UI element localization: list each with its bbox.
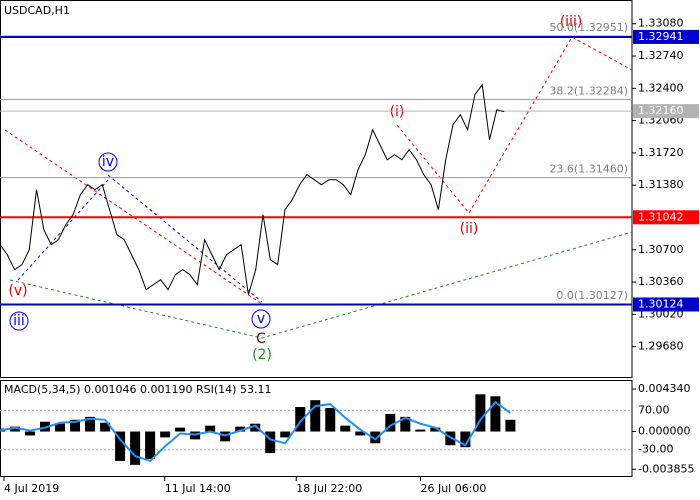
macd-bar: [205, 425, 216, 432]
wave-line: [4, 129, 263, 305]
x-tick-label: 11 Jul 14:00: [165, 482, 231, 495]
x-tick-label: 4 Jul 2019: [4, 482, 59, 495]
macd-bar: [250, 423, 261, 432]
wave-label: (v): [8, 283, 27, 299]
macd-bar: [10, 426, 21, 432]
fib-label: 50.0(1.32951): [549, 21, 628, 34]
level-box: [633, 210, 699, 225]
price-line: [0, 83, 505, 295]
level-label: 1.32160: [638, 104, 684, 117]
level-box: [633, 29, 699, 44]
y-tick-label: 0.004340: [638, 382, 691, 395]
wave-label: (iii): [560, 14, 583, 30]
macd-bar: [310, 400, 321, 432]
y-tick-label: 1.30700: [638, 243, 684, 256]
macd-bar: [145, 431, 156, 459]
signal-line: [0, 400, 511, 463]
macd-bar: [505, 419, 516, 432]
macd-bar: [475, 394, 486, 432]
macd-bar: [415, 429, 426, 432]
macd-bar: [280, 431, 291, 438]
y-tick-label: 1.29680: [638, 340, 684, 353]
macd-bar: [160, 431, 171, 438]
level-label: 1.30124: [638, 297, 684, 310]
macd-bar: [355, 431, 366, 436]
wave-line: [396, 36, 633, 214]
macd-bar: [130, 431, 141, 465]
macd-bar: [70, 419, 81, 432]
y2-tick-label: 70.00: [638, 403, 670, 416]
y-tick-label: -0.003855: [638, 462, 694, 475]
wave-label: iv: [102, 154, 114, 170]
fib-label: 38.2(1.32284): [549, 84, 628, 97]
macd-bar: [25, 431, 36, 436]
y-tick-label: 1.31720: [638, 146, 684, 159]
y-tick-label: 1.31380: [638, 178, 684, 191]
wave-circle: [9, 311, 29, 331]
x-tick-label: 26 Jul 06:00: [420, 482, 486, 495]
macd-bar: [430, 427, 441, 432]
price-panel: [0, 0, 633, 378]
wave-label: (ii): [460, 221, 479, 237]
symbol: USDCAD,H1: [4, 4, 70, 17]
indicator-title: MACD(5,34,5) 0.001046 0.001190 RSI(14) 5…: [4, 383, 271, 396]
macd-bar: [175, 427, 186, 432]
macd-bar: [295, 407, 306, 432]
y-tick-label: 1.32400: [638, 81, 684, 94]
wave-label: (i): [390, 104, 405, 120]
macd-bar: [100, 422, 111, 432]
level-box: [633, 104, 699, 119]
macd-bar: [385, 413, 396, 432]
y2-tick-label: -30.00: [638, 443, 673, 456]
fib-label: 0.0(1.30127): [556, 289, 628, 302]
x-tick-label: 18 Jul 22:00: [296, 482, 362, 495]
macd-bar: [370, 431, 381, 444]
level-box: [633, 297, 699, 312]
y-tick-label: 1.33080: [638, 17, 684, 30]
macd-bar: [460, 431, 471, 448]
macd-bar: [400, 416, 411, 432]
wave-circle: [98, 152, 118, 172]
indicator-panel: [0, 380, 633, 477]
level-label: 1.32941: [638, 30, 684, 43]
wave-label: C: [256, 331, 266, 347]
y-tick-label: 1.32740: [638, 49, 684, 62]
wave-label: (2): [252, 347, 272, 363]
wave-circle: [251, 309, 271, 329]
macd-bar: [115, 431, 126, 461]
wave-label: v: [257, 311, 265, 327]
fib-label: 23.6(1.31460): [549, 163, 628, 176]
wave-label: iii: [13, 313, 25, 329]
macd-bar: [85, 416, 96, 432]
macd-bar: [235, 426, 246, 432]
level-label: 1.31042: [638, 210, 684, 223]
y-tick-label: 1.30360: [638, 275, 684, 288]
macd-bar: [55, 423, 66, 432]
macd-bar: [340, 425, 351, 432]
wave-line: [9, 231, 633, 339]
macd-bar: [325, 408, 336, 432]
y-tick-label: 0.000000: [638, 425, 691, 438]
macd-bar: [265, 431, 276, 454]
macd-bar: [490, 396, 501, 432]
wave-line: [107, 174, 263, 303]
